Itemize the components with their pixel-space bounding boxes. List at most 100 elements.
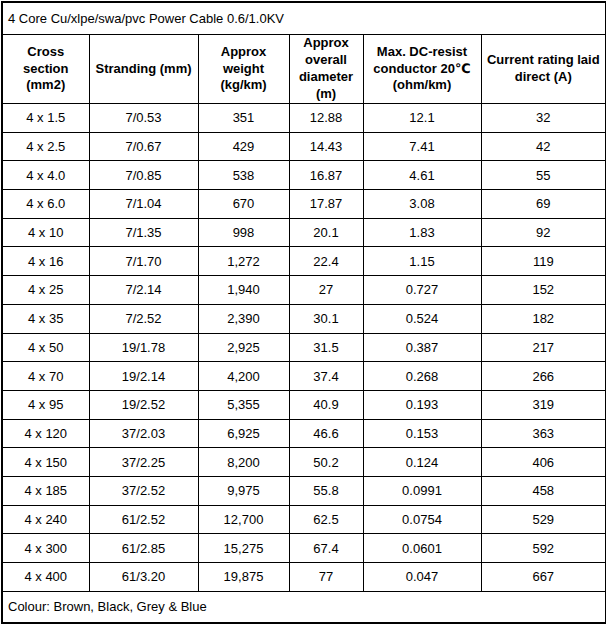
table-cell: 7/0.85 xyxy=(89,161,198,190)
table-cell: 4 x 16 xyxy=(2,247,89,276)
table-row: 4 x 7019/2.144,20037.40.268266 xyxy=(2,362,606,391)
table-cell: 12.1 xyxy=(363,104,481,133)
column-header-cross-section: Cross section (mm2) xyxy=(2,35,89,104)
table-cell: 7/1.04 xyxy=(89,190,198,219)
table-row: 4 x 5019/1.782,92531.50.387217 xyxy=(2,333,606,362)
table-cell: 0.124 xyxy=(363,448,481,477)
table-cell: 2,390 xyxy=(198,304,289,333)
table-cell: 529 xyxy=(481,505,606,534)
table-cell: 4 x 120 xyxy=(2,419,89,448)
table-cell: 6,925 xyxy=(198,419,289,448)
table-cell: 458 xyxy=(481,476,606,505)
table-body: 4 x 1.57/0.5335112.8812.1324 x 2.57/0.67… xyxy=(2,104,606,592)
column-header-current-rating: Current rating laid direct (A) xyxy=(481,35,606,104)
table-cell: 0.193 xyxy=(363,390,481,419)
table-row: 4 x 357/2.522,39030.10.524182 xyxy=(2,304,606,333)
table-cell: 7/0.53 xyxy=(89,104,198,133)
table-cell: 667 xyxy=(481,563,606,592)
table-cell: 0.0754 xyxy=(363,505,481,534)
table-cell: 12,700 xyxy=(198,505,289,534)
table-cell: 5,355 xyxy=(198,390,289,419)
table-cell: 3.08 xyxy=(363,190,481,219)
table-cell: 7/0.67 xyxy=(89,132,198,161)
table-cell: 12.88 xyxy=(289,104,363,133)
table-row: 4 x 1.57/0.5335112.8812.132 xyxy=(2,104,606,133)
table-cell: 1.83 xyxy=(363,218,481,247)
table-cell: 7/2.14 xyxy=(89,276,198,305)
table-cell: 17.87 xyxy=(289,190,363,219)
table-row: 4 x 40061/3.2019,875770.047667 xyxy=(2,563,606,592)
table-cell: 19/1.78 xyxy=(89,333,198,362)
table-cell: 55.8 xyxy=(289,476,363,505)
table-cell: 998 xyxy=(198,218,289,247)
table-cell: 4,200 xyxy=(198,362,289,391)
table-cell: 37.4 xyxy=(289,362,363,391)
table-cell: 0.047 xyxy=(363,563,481,592)
table-cell: 4 x 240 xyxy=(2,505,89,534)
table-cell: 9,975 xyxy=(198,476,289,505)
table-cell: 4.61 xyxy=(363,161,481,190)
table-cell: 351 xyxy=(198,104,289,133)
table-cell: 37/2.25 xyxy=(89,448,198,477)
table-cell: 19/2.52 xyxy=(89,390,198,419)
table-cell: 2,925 xyxy=(198,333,289,362)
table-cell: 20.1 xyxy=(289,218,363,247)
table-cell: 266 xyxy=(481,362,606,391)
table-footer: Colour: Brown, Black, Grey & Blue xyxy=(2,591,606,623)
table-cell: 4 x 4.0 xyxy=(2,161,89,190)
table-cell: 4 x 50 xyxy=(2,333,89,362)
table-cell: 4 x 6.0 xyxy=(2,190,89,219)
column-header-approx-weight: Approx weight (kg/km) xyxy=(198,35,289,104)
table-row: 4 x 2.57/0.6742914.437.4142 xyxy=(2,132,606,161)
table-cell: 27 xyxy=(289,276,363,305)
table-cell: 0.524 xyxy=(363,304,481,333)
table-cell: 4 x 400 xyxy=(2,563,89,592)
table-cell: 363 xyxy=(481,419,606,448)
table-cell: 40.9 xyxy=(289,390,363,419)
table-footer-row: Colour: Brown, Black, Grey & Blue xyxy=(2,591,606,623)
table-row: 4 x 4.07/0.8553816.874.6155 xyxy=(2,161,606,190)
table-cell: 0.268 xyxy=(363,362,481,391)
table-row: 4 x 24061/2.5212,70062.50.0754529 xyxy=(2,505,606,534)
table-cell: 92 xyxy=(481,218,606,247)
table-row: 4 x 15037/2.258,20050.20.124406 xyxy=(2,448,606,477)
table-cell: 37/2.52 xyxy=(89,476,198,505)
table-cell: 69 xyxy=(481,190,606,219)
table-cell: 538 xyxy=(198,161,289,190)
table-row: 4 x 167/1.701,27222.41.15119 xyxy=(2,247,606,276)
table-cell: 119 xyxy=(481,247,606,276)
table-row: 4 x 107/1.3599820.11.8392 xyxy=(2,218,606,247)
table-cell: 16.87 xyxy=(289,161,363,190)
table-cell: 429 xyxy=(198,132,289,161)
table-cell: 7/2.52 xyxy=(89,304,198,333)
table-cell: 67.4 xyxy=(289,534,363,563)
table-cell: 61/2.85 xyxy=(89,534,198,563)
table-cell: 4 x 2.5 xyxy=(2,132,89,161)
table-cell: 406 xyxy=(481,448,606,477)
table-cell: 0.153 xyxy=(363,419,481,448)
table-cell: 31.5 xyxy=(289,333,363,362)
table-cell: 77 xyxy=(289,563,363,592)
table-cell: 19,875 xyxy=(198,563,289,592)
table-cell: 182 xyxy=(481,304,606,333)
table-cell: 55 xyxy=(481,161,606,190)
table-header-row: Cross section (mm2) Stranding (mm) Appro… xyxy=(2,35,606,104)
table-cell: 1,272 xyxy=(198,247,289,276)
table-cell: 19/2.14 xyxy=(89,362,198,391)
table-cell: 50.2 xyxy=(289,448,363,477)
table-cell: 4 x 1.5 xyxy=(2,104,89,133)
table-cell: 61/2.52 xyxy=(89,505,198,534)
table-cell: 62.5 xyxy=(289,505,363,534)
table-title: 4 Core Cu/xlpe/swa/pvc Power Cable 0.6/1… xyxy=(2,2,606,35)
table-cell: 46.6 xyxy=(289,419,363,448)
table-cell: 4 x 10 xyxy=(2,218,89,247)
table-cell: 4 x 150 xyxy=(2,448,89,477)
table-row: 4 x 18537/2.529,97555.80.0991458 xyxy=(2,476,606,505)
table-cell: 7/1.35 xyxy=(89,218,198,247)
table-row: 4 x 12037/2.036,92546.60.153363 xyxy=(2,419,606,448)
column-header-stranding: Stranding (mm) xyxy=(89,35,198,104)
table-cell: 7/1.70 xyxy=(89,247,198,276)
column-header-overall-diameter: Approx overall diameter (m) xyxy=(289,35,363,104)
table-row: 4 x 257/2.141,940270.727152 xyxy=(2,276,606,305)
table-cell: 15,275 xyxy=(198,534,289,563)
